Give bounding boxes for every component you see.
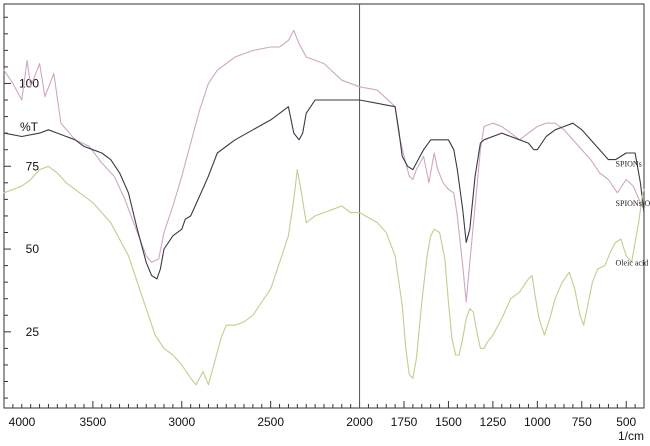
plot-frame <box>3 3 645 409</box>
y-tick-label: 75 <box>26 159 40 173</box>
x-tick-label: 2000 <box>346 415 373 429</box>
series-layer <box>3 29 645 386</box>
x-tick-label: 1750 <box>391 415 418 429</box>
x-tick-label: 3000 <box>168 415 195 429</box>
series-label-spions-oleic-acid: SPIONs-Oleic acid <box>616 199 650 208</box>
x-axis: 4000 3500 3000 2500 2000 1750 1500 1250 1000 750 5… <box>3 401 637 429</box>
x-axis-unit: 1/cm <box>618 429 644 443</box>
series-labels: SPIONs SPIONs-Oleic acid Oleic acid <box>616 159 650 267</box>
y-axis-title: %T <box>20 120 39 134</box>
x-tick-label: 3500 <box>80 415 107 429</box>
series-label-spions: SPIONs <box>616 159 642 168</box>
x-tick-label: 1000 <box>524 415 551 429</box>
x-tick-label: 750 <box>572 415 592 429</box>
x-tick-label: 4000 <box>9 415 36 429</box>
y-tick-label: 50 <box>26 242 40 256</box>
series-line-oleic-acid <box>3 165 645 386</box>
x-tick-label: 2500 <box>257 415 284 429</box>
series-line-spions-oleic-acid <box>3 99 645 280</box>
y-tick-label: 25 <box>26 325 40 339</box>
x-tick-label: 1500 <box>435 415 462 429</box>
x-tick-label: 500 <box>616 415 636 429</box>
x-tick-label: 1250 <box>480 415 507 429</box>
series-label-oleic-acid: Oleic acid <box>616 259 649 268</box>
